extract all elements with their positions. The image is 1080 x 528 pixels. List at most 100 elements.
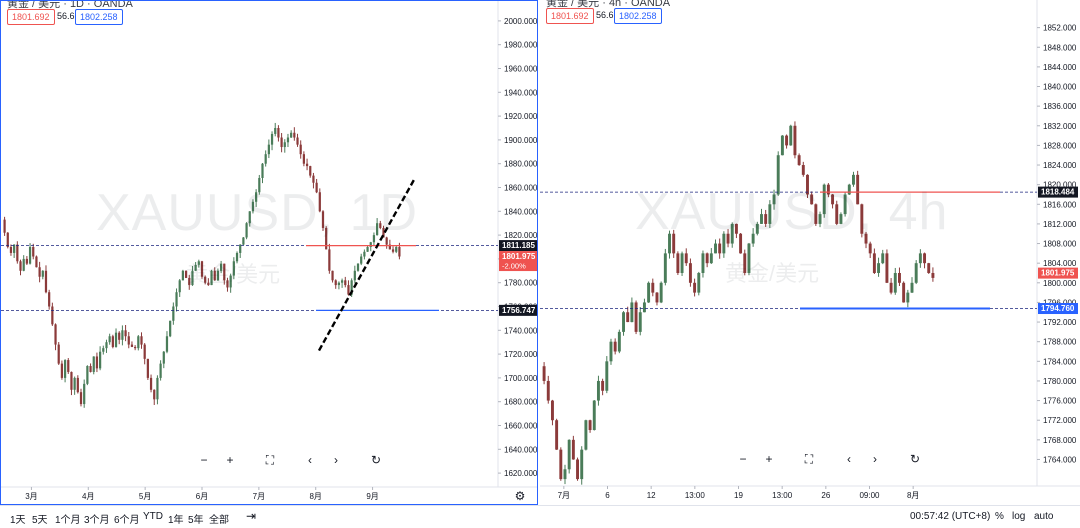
candle-body: [143, 344, 146, 359]
ask-price-box[interactable]: 1802.258: [75, 9, 123, 25]
candle-body: [914, 263, 918, 283]
y-tick-label: 1828.000: [1043, 141, 1077, 150]
fullscreen-icon[interactable]: ⛶: [800, 450, 818, 468]
scroll-left-button[interactable]: ‹: [301, 451, 319, 469]
candle-body: [277, 128, 280, 138]
candle-body: [931, 272, 935, 278]
candle-body: [730, 223, 734, 244]
auto-scale-toggle[interactable]: auto: [1034, 511, 1054, 522]
candle-body: [239, 244, 242, 253]
candle-body: [76, 377, 79, 393]
candle-body: [315, 182, 318, 193]
zoom-in-button[interactable]: +: [221, 451, 239, 469]
candle-body: [305, 163, 309, 167]
candle-body: [576, 459, 580, 480]
calendar-range-icon[interactable]: ⇥: [246, 509, 257, 523]
candle-body: [347, 285, 350, 295]
daily-chart-canvas[interactable]: 2000.000 1980.000 1960.000 1940.000 1920.000…: [1, 1, 538, 505]
chart-panel-daily[interactable]: 2000.000 1980.000 1960.000 1940.000 1920.000…: [0, 0, 538, 505]
scroll-right-button[interactable]: ›: [327, 451, 345, 469]
candle-body: [13, 244, 16, 253]
candle-body: [334, 280, 337, 286]
4h-chart-canvas[interactable]: 1852.000 1848.000 1844.000 1840.000 1836.000…: [540, 0, 1080, 505]
candle-body: [184, 270, 188, 278]
candle-body: [274, 128, 277, 134]
scroll-left-button[interactable]: ‹: [840, 450, 858, 468]
price-change-label: -2.00%: [502, 262, 526, 271]
zoom-in-button[interactable]: +: [760, 450, 778, 468]
candle-body: [95, 356, 99, 369]
y-tick-label: 1784.000: [1043, 357, 1077, 366]
range-button-3m[interactable]: 3个月: [84, 515, 110, 526]
candle-body: [881, 253, 885, 264]
range-button-6m[interactable]: 6个月: [114, 515, 140, 526]
y-tick-label: 1824.000: [1043, 161, 1077, 170]
candle-body: [751, 233, 755, 244]
candle-body: [48, 292, 51, 307]
ask-price-box[interactable]: 1802.258: [614, 8, 662, 24]
reset-chart-button[interactable]: ↻: [367, 451, 385, 469]
range-button-5y[interactable]: 5年: [188, 515, 204, 526]
range-button-1m[interactable]: 1个月: [55, 515, 81, 526]
candle-body: [121, 330, 124, 340]
candle-body: [613, 341, 617, 352]
y-tick-label: 1860.000: [504, 184, 538, 193]
candle-body: [605, 361, 609, 391]
candle-body: [146, 358, 149, 378]
bid-price-box[interactable]: 1801.692: [546, 8, 594, 24]
price-label: 1756.747: [502, 306, 536, 315]
y-tick-label: 1820.000: [504, 231, 538, 240]
y-tick-label: 1844.000: [1043, 63, 1077, 72]
percent-scale-toggle[interactable]: %: [995, 511, 1004, 522]
y-tick-label: 1940.000: [504, 88, 538, 97]
candle-body: [872, 253, 876, 273]
candle-body: [41, 270, 44, 277]
candle-body: [181, 270, 185, 281]
candle-body: [626, 312, 630, 323]
candle-body: [114, 332, 118, 347]
x-tick-label: 6: [605, 491, 610, 500]
reset-chart-button[interactable]: ↻: [906, 450, 924, 468]
y-tick-label: 1808.000: [1043, 240, 1077, 249]
candle-body: [764, 214, 768, 224]
candle-body: [793, 125, 797, 156]
range-button-all[interactable]: 全部: [209, 515, 229, 526]
candle-body: [739, 233, 743, 254]
scroll-right-button[interactable]: ›: [866, 450, 884, 468]
candle-body: [331, 270, 334, 281]
candle-body: [118, 332, 121, 340]
candle-body: [860, 204, 864, 234]
candle-body: [127, 336, 130, 345]
candle-body: [251, 201, 255, 212]
candle-body: [302, 154, 306, 164]
range-button-1d[interactable]: 1天: [10, 515, 26, 526]
candle-body: [111, 336, 114, 347]
candle-body: [140, 336, 143, 345]
price-label-bg: [1038, 267, 1078, 279]
candle-body: [369, 242, 372, 247]
candle-body: [906, 292, 910, 303]
range-button-ytd[interactable]: YTD: [143, 511, 163, 522]
clock-readout[interactable]: 00:57:42 (UTC+8): [910, 511, 991, 522]
candle-body: [835, 204, 839, 224]
candle-body: [159, 363, 162, 378]
candle-body: [194, 264, 197, 271]
y-tick-label: 1660.000: [504, 422, 538, 431]
range-button-5d[interactable]: 5天: [32, 515, 48, 526]
log-scale-toggle[interactable]: log: [1012, 511, 1026, 522]
candle-body: [567, 439, 571, 470]
gear-icon[interactable]: ⚙: [514, 489, 526, 503]
zoom-out-button[interactable]: −: [195, 451, 213, 469]
candle-body: [172, 306, 175, 321]
candle-body: [366, 247, 369, 252]
bottom-toolbar: 1天 5天 1个月 3个月 6个月 YTD 1年 5年 全部 ⇥ 00:57:4…: [0, 505, 1080, 528]
candle-body: [801, 165, 805, 175]
zoom-out-button[interactable]: −: [734, 450, 752, 468]
candle-body: [622, 312, 625, 332]
range-button-1y[interactable]: 1年: [168, 515, 184, 526]
fullscreen-icon[interactable]: ⛶: [261, 451, 279, 469]
candle-body: [831, 194, 835, 205]
chart-panel-4h[interactable]: 1852.000 1848.000 1844.000 1840.000 1836.000…: [540, 0, 1080, 505]
bid-price-box[interactable]: 1801.692: [7, 9, 55, 25]
candle-body: [344, 280, 347, 286]
